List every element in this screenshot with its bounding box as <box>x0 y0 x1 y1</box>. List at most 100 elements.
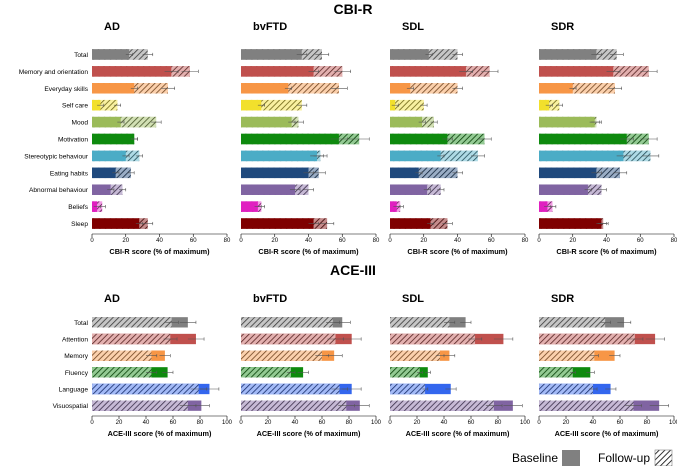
panel-ace-iii-sdr: SDR 0 20 40 60 80 100 ACE-III score (% of maxim… <box>537 293 677 438</box>
bar-baseline-everyday-skills <box>390 83 411 94</box>
x-tick-label: 80 <box>197 420 204 426</box>
x-axis-label: CBI-R score (% of maximum) <box>109 247 210 256</box>
category-label: Stereotypic behaviour <box>24 153 89 160</box>
panel-title: AD <box>104 293 120 305</box>
bar-baseline-beliefs <box>241 201 258 212</box>
x-tick-label: 80 <box>495 420 502 426</box>
x-tick-label: 20 <box>420 238 427 244</box>
x-tick-label: 40 <box>590 420 597 426</box>
x-tick-label: 0 <box>239 420 243 426</box>
bar-baseline-eating-habits <box>241 167 309 179</box>
category-label: Attention <box>62 337 88 344</box>
x-tick-label: 0 <box>537 420 541 426</box>
bar-baseline-motivation <box>241 133 339 145</box>
category-label: Memory <box>64 353 89 360</box>
x-tick-label: 60 <box>170 420 177 426</box>
bar-baseline-abnormal-behaviour <box>390 184 428 195</box>
bar-baseline-stereotypic-behaviour <box>241 150 317 162</box>
x-tick-label: 80 <box>346 420 353 426</box>
x-axis-label: ACE-III score (% of maximum) <box>406 429 510 438</box>
bar-baseline-memory-and-orientation <box>390 66 466 77</box>
bar-followup-hatch-language <box>92 383 199 395</box>
panel-cbi-r-bvftd: bvFTD 0 20 40 60 80 CBI-R score (% of maximum) <box>239 21 380 256</box>
x-tick-label: 20 <box>569 238 576 244</box>
x-tick-label: 60 <box>488 238 495 244</box>
x-axis-label: CBI-R score (% of maximum) <box>556 247 657 256</box>
x-tick-label: 100 <box>669 420 677 426</box>
bar-followup-hatch-visuospatial <box>92 400 188 411</box>
category-label: Total <box>74 320 88 327</box>
bar-followup-hatch-fluency <box>539 367 573 378</box>
x-tick-label: 40 <box>454 238 461 244</box>
bar-followup-hatch-self-care <box>92 99 118 111</box>
bar-followup-hatch-language <box>241 383 340 395</box>
x-axis-label: CBI-R score (% of maximum) <box>407 247 508 256</box>
bar-followup-hatch-visuospatial <box>390 400 494 411</box>
section-title-ace: ACE-III <box>330 262 376 278</box>
panel-ace-iii-sdl: SDL 0 20 40 60 80 100 ACE-III score (% of maxim… <box>388 293 530 438</box>
x-tick-label: 20 <box>116 420 123 426</box>
x-tick-label: 80 <box>644 420 651 426</box>
category-label: Visuospatial <box>53 403 89 410</box>
x-axis-label: ACE-III score (% of maximum) <box>108 429 212 438</box>
bar-baseline-eating-habits <box>539 167 597 179</box>
x-tick-label: 100 <box>222 420 233 426</box>
x-tick-label: 0 <box>90 420 94 426</box>
bar-baseline-mood <box>539 116 595 128</box>
bar-followup-hatch-fluency <box>241 367 291 378</box>
panel-cbi-r-ad: AD Total Memory and orientation Everyday sk… <box>19 21 231 256</box>
category-label: Self care <box>62 103 88 110</box>
bar-baseline-self-care <box>92 99 101 111</box>
bar-baseline-stereotypic-behaviour <box>92 150 126 162</box>
bar-baseline-abnormal-behaviour <box>92 184 111 195</box>
bar-baseline-sleep <box>241 218 314 229</box>
x-axis-label: CBI-R score (% of maximum) <box>258 247 359 256</box>
x-tick-label: 20 <box>122 238 129 244</box>
bar-baseline-sleep <box>539 218 602 229</box>
category-label: Fluency <box>65 370 89 377</box>
panels: AD Total Memory and orientation Everyday sk… <box>19 21 677 438</box>
bar-baseline-eating-habits <box>390 167 419 179</box>
bar-followup-hatch-fluency <box>390 367 420 378</box>
category-label: Total <box>74 52 88 59</box>
x-tick-label: 0 <box>239 238 243 244</box>
category-label: Sleep <box>71 221 88 228</box>
x-tick-label: 80 <box>224 238 231 244</box>
bar-followup-hatch-memory <box>92 350 152 361</box>
bar-baseline-total <box>241 49 302 60</box>
x-tick-label: 40 <box>441 420 448 426</box>
bar-baseline-motivation <box>390 133 448 145</box>
bar-baseline-memory-and-orientation <box>539 66 614 77</box>
bar-baseline-memory-and-orientation <box>92 66 172 77</box>
category-label: Language <box>59 387 89 394</box>
x-tick-label: 20 <box>265 420 272 426</box>
bar-followup-hatch-attention <box>92 333 171 345</box>
bar-followup-hatch-fluency <box>92 367 152 378</box>
x-axis-label: ACE-III score (% of maximum) <box>555 429 659 438</box>
x-tick-label: 40 <box>603 238 610 244</box>
bar-baseline-everyday-skills <box>539 83 573 94</box>
bar-followup-hatch-attention <box>539 333 635 345</box>
panel-title: bvFTD <box>253 21 287 33</box>
bar-followup-hatch-total <box>92 317 172 328</box>
x-tick-label: 0 <box>90 238 94 244</box>
legend-baseline-label: Baseline <box>512 451 558 465</box>
category-label: Mood <box>72 120 89 127</box>
x-tick-label: 80 <box>671 238 677 244</box>
panel-ace-iii-ad: AD Total Attention Memory Fluency Language Vis… <box>53 293 233 438</box>
category-label: Eating habits <box>50 170 89 177</box>
panel-title: AD <box>104 21 120 33</box>
bar-followup-hatch-memory <box>390 350 440 361</box>
bar-baseline-mood <box>92 116 121 128</box>
category-label: Memory and orientation <box>19 69 89 76</box>
x-tick-label: 20 <box>563 420 570 426</box>
panel-title: SDR <box>551 21 574 33</box>
bar-followup-hatch-attention <box>241 333 336 345</box>
bar-baseline-stereotypic-behaviour <box>539 150 624 162</box>
x-tick-label: 40 <box>156 238 163 244</box>
x-tick-label: 40 <box>305 238 312 244</box>
bar-baseline-sleep <box>390 218 431 229</box>
bar-followup-hatch-everyday-skills <box>390 83 458 94</box>
x-tick-label: 0 <box>537 238 541 244</box>
